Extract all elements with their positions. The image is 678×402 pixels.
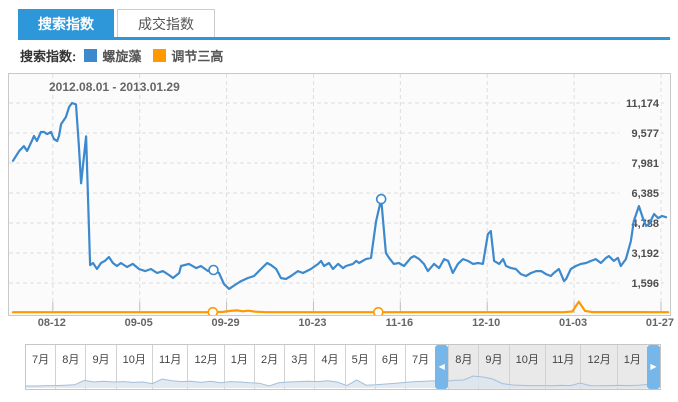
timeline-month[interactable]: 8月	[55, 345, 85, 389]
timeline-right-handle[interactable]: ▶	[646, 345, 660, 389]
y-axis-tick-label: 6,385	[631, 188, 659, 200]
x-axis-tick-label: 12-10	[472, 317, 501, 329]
timeline-month[interactable]: 7月	[404, 345, 435, 389]
timeline-month[interactable]: 7月	[32, 354, 50, 366]
x-axis-tick-label: 11-16	[385, 317, 414, 329]
timeline-month[interactable]: 11月	[151, 345, 188, 389]
x-axis-tick-label: 09-29	[211, 317, 240, 329]
right-arrow-icon: ▶	[650, 362, 657, 371]
tab-underline	[18, 37, 670, 40]
legend: 搜索指数: 螺旋藻 调节三高	[20, 47, 224, 64]
timeline-month[interactable]: 1月	[223, 345, 254, 389]
series-swatch-blue-icon	[84, 48, 98, 62]
timeline-month-selected[interactable]: 11月	[544, 345, 581, 389]
x-axis-tick-label: 08-12	[37, 317, 66, 329]
x-axis-tick-label: 01-27	[645, 317, 675, 329]
timeline-month-selected[interactable]: 10月	[508, 345, 545, 389]
timeline-month[interactable]: 4月	[314, 345, 344, 389]
x-axis-tick-label: 09-05	[124, 317, 153, 329]
y-axis-tick-label: 3,192	[631, 248, 659, 260]
series-swatch-orange-icon	[153, 48, 167, 62]
y-axis-tick-label: 9,577	[631, 128, 659, 140]
chart-area: 1,596 3,192 4,788 6,385 7,981 9,577 11,174 201…	[8, 73, 671, 316]
tab-search-index[interactable]: 搜索指数	[18, 9, 114, 37]
timeline-month[interactable]: 12月	[187, 345, 223, 389]
timeline-month[interactable]: 10月	[115, 345, 152, 389]
timeline-month-selected[interactable]: 8月	[448, 345, 479, 389]
x-axis-tick-label: 10-23	[298, 317, 327, 329]
timeline-month[interactable]: 5月	[344, 345, 375, 389]
x-axis-tick-label: 01-03	[559, 317, 588, 329]
date-range-label: 2012.08.01 - 2013.01.29	[49, 80, 180, 94]
legend-title: 搜索指数:	[20, 48, 77, 64]
timeline-range-selector[interactable]: 7月 8月 9月 10月 11月 12月 1月 2月 3月 4月 5月 6月 7月 ◀ 8月 9月 10月 11月…	[25, 344, 661, 390]
y-axis-tick-label: 11,174	[626, 98, 660, 110]
timeline-month-selected[interactable]: 1月	[616, 345, 647, 389]
timeline-month[interactable]: 2月	[253, 345, 284, 389]
legend-label-tiaojie-sangao: 调节三高	[171, 48, 224, 64]
y-axis-tick-label: 7,981	[631, 158, 659, 170]
tab-transaction-index[interactable]: 成交指数	[117, 9, 215, 37]
timeline-month[interactable]: 9月	[85, 345, 115, 389]
x-axis-labels: 08-12 09-05 09-29 10-23 11-16 12-10 01-03 01-27	[8, 317, 674, 331]
y-axis-tick-label: 1,596	[631, 278, 659, 290]
timeline-month-selected[interactable]: 9月	[478, 345, 509, 389]
legend-label-spirulina: 螺旋藻	[102, 48, 142, 64]
timeline-month[interactable]: 3月	[284, 345, 314, 389]
timeline-month[interactable]: 6月	[374, 345, 405, 389]
timeline-month-selected[interactable]: 12月	[580, 345, 617, 389]
left-arrow-icon: ◀	[438, 362, 445, 371]
timeline-left-handle[interactable]: ◀	[435, 345, 449, 389]
